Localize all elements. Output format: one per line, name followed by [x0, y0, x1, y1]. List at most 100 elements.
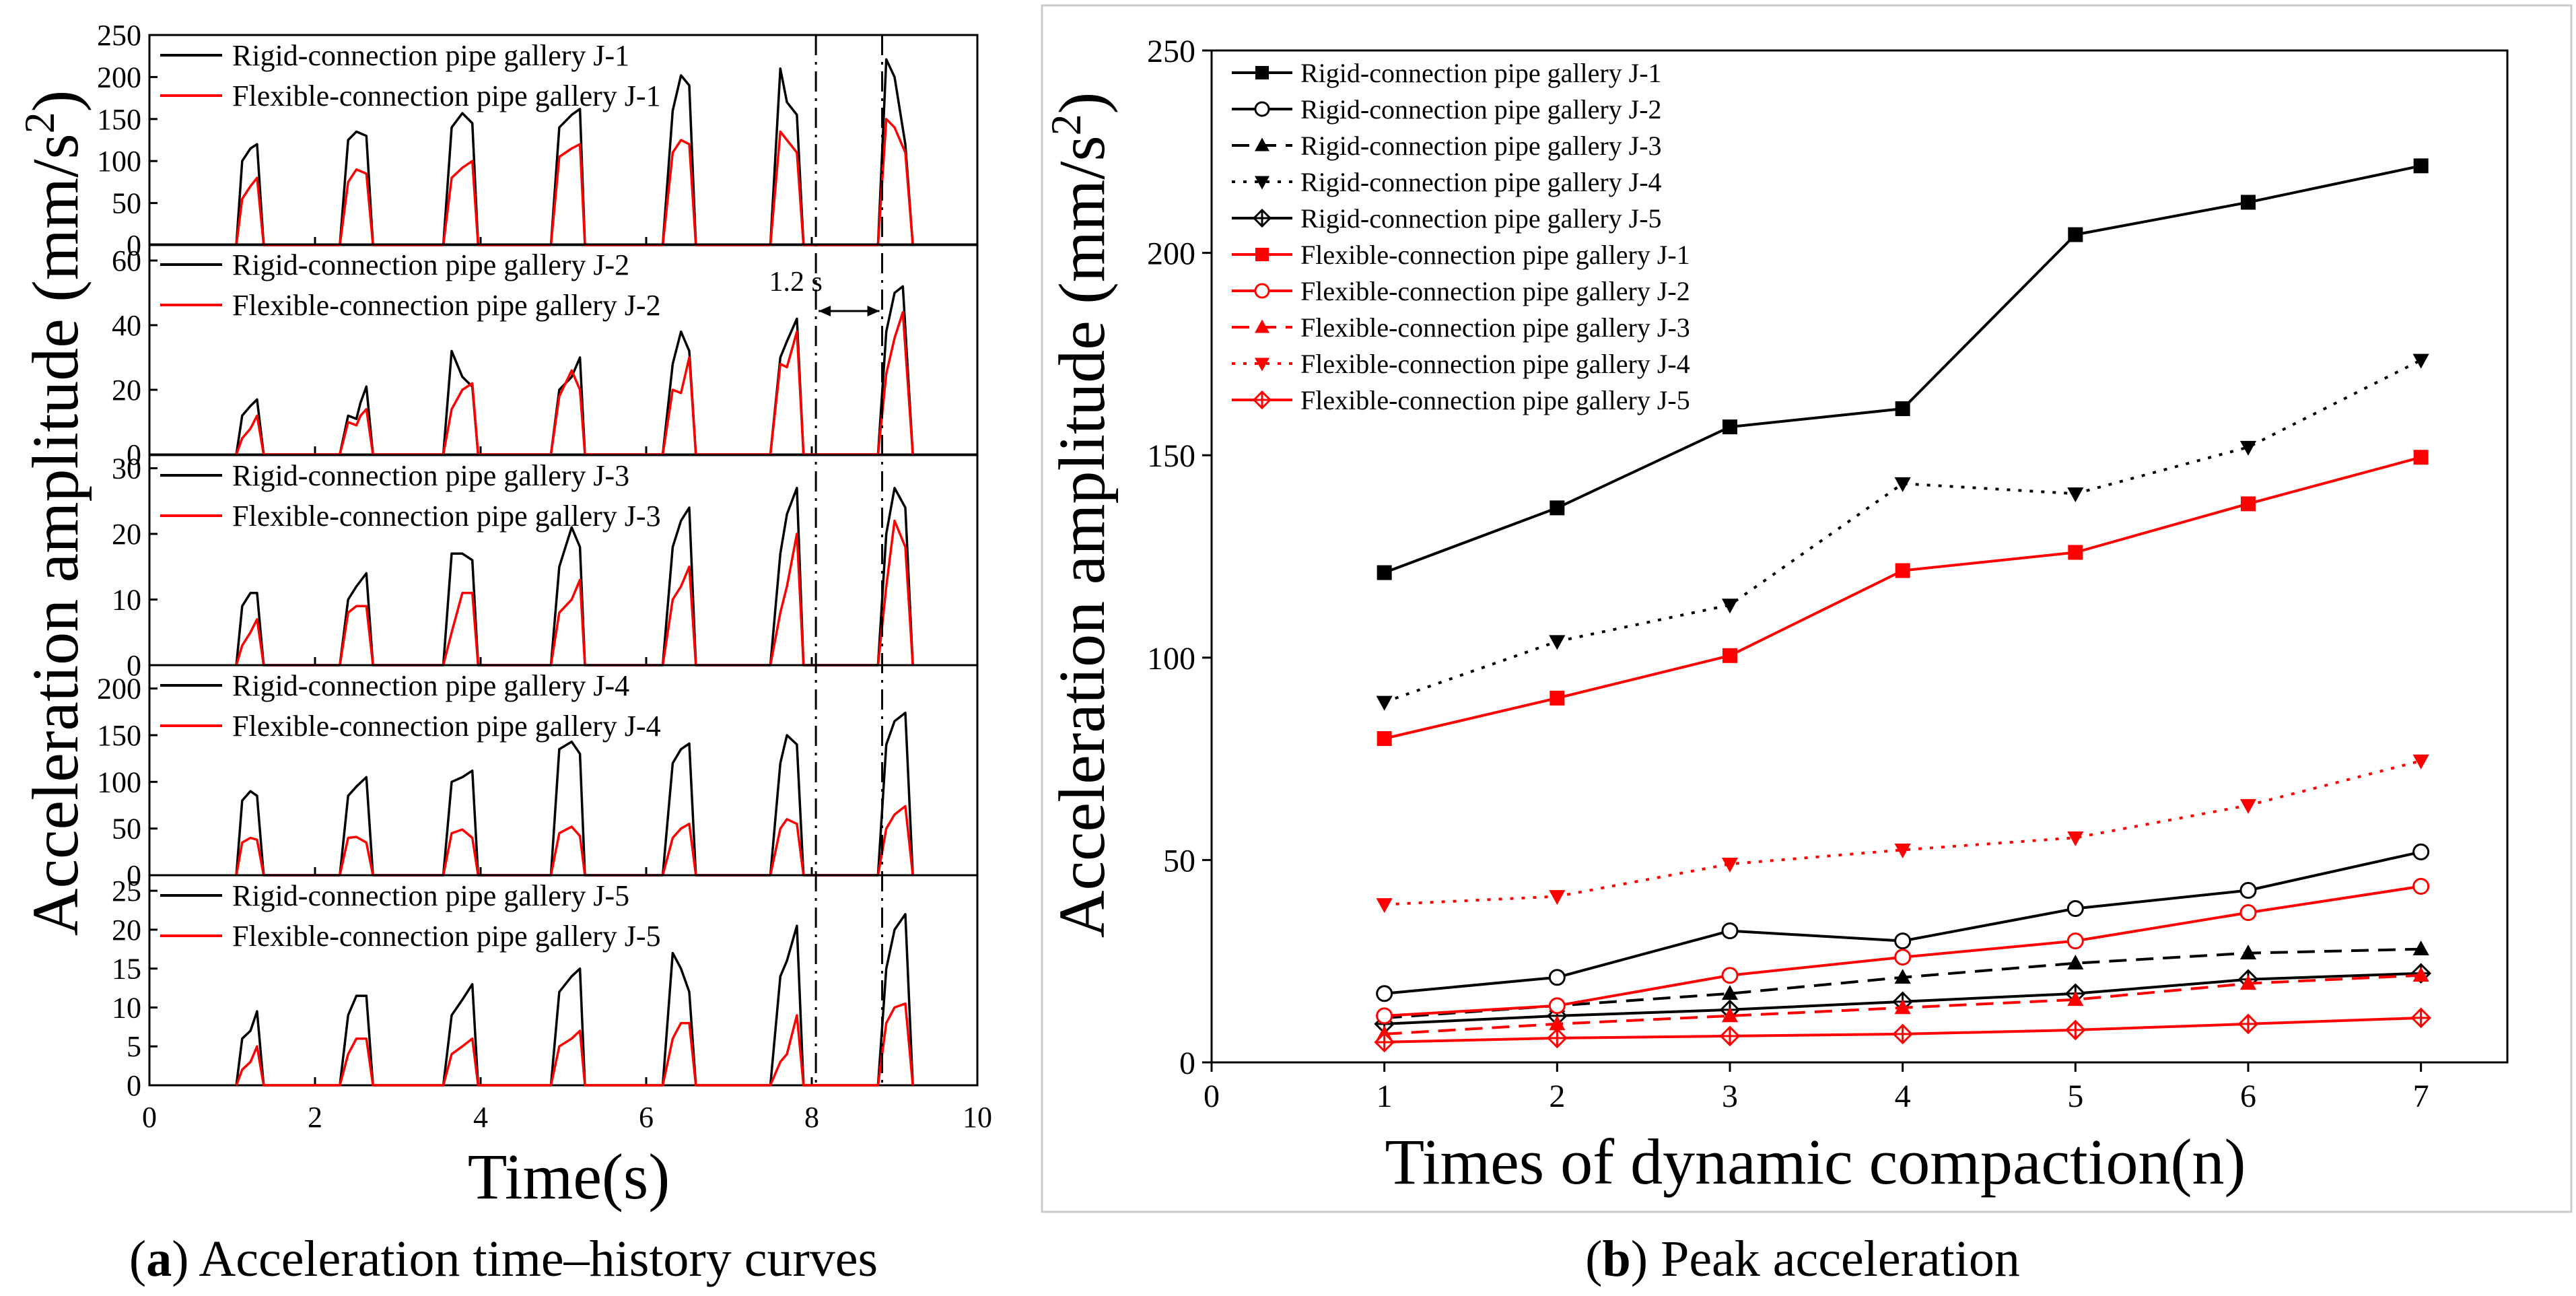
y-tick-label: 150 — [97, 719, 141, 752]
marker-square — [1377, 565, 1392, 580]
y-tick-label: 60 — [112, 244, 141, 277]
series-9 — [1376, 754, 2429, 914]
x-tick-label: 4 — [1895, 1079, 1911, 1114]
y-tick-label: 20 — [112, 374, 141, 407]
panel-a-x-axis-label: Time(s) — [468, 1140, 670, 1213]
marker-square — [1255, 248, 1269, 261]
marker-square — [1255, 66, 1269, 79]
legend-label: Flexible-connection pipe gallery J-2 — [232, 289, 661, 322]
caption-a-text: Acceleration time–history curves — [199, 1231, 878, 1287]
marker-circle — [1721, 922, 1739, 940]
marker-circle — [2412, 843, 2430, 860]
legend-label: Flexible-connection pipe gallery J-4 — [232, 710, 661, 743]
svg-text:Acceleration amplitude (mm/s2): Acceleration amplitude (mm/s2) — [15, 90, 93, 936]
marker-circle — [1894, 949, 1912, 966]
marker-triangle-down — [2067, 831, 2084, 846]
marker-triangle-up — [2239, 975, 2257, 990]
y-tick-label: 50 — [1163, 843, 1195, 879]
x-tick-label: 6 — [2240, 1079, 2256, 1114]
marker-square — [2241, 195, 2256, 210]
plot-frame — [1210, 49, 2509, 1064]
legend-label: Rigid-connection pipe gallery J-3 — [1300, 131, 1662, 161]
marker-cross — [1720, 1027, 1739, 1046]
series-line — [235, 118, 914, 246]
marker-square — [1895, 563, 1910, 578]
y-tick-label: 0 — [127, 229, 141, 262]
svg-text:Acceleration amplitude (mm/s2): Acceleration amplitude (mm/s2) — [1042, 92, 1119, 939]
legend-label: Flexible-connection pipe gallery J-3 — [1300, 312, 1690, 343]
y-tick-label: 30 — [112, 452, 141, 485]
marker-circle — [2239, 881, 2257, 899]
series-6 — [1377, 450, 2429, 747]
marker-triangle-down — [2412, 754, 2429, 770]
marker-triangle-down — [2239, 440, 2257, 456]
marker-cross — [1893, 1025, 1912, 1044]
marker-triangle-up — [1255, 137, 1269, 151]
marker-circle — [2066, 900, 2084, 918]
x-tick-label: 0 — [1204, 1079, 1220, 1114]
x-tick-label: 3 — [1722, 1079, 1738, 1114]
y-tick-label: 50 — [112, 813, 141, 846]
x-tick-label: 5 — [2067, 1079, 2083, 1114]
y-tick-label: 20 — [112, 914, 141, 947]
legend-label: Rigid-connection pipe gallery J-1 — [232, 39, 629, 72]
series-line — [235, 58, 914, 246]
panel-b-legend: Rigid-connection pipe gallery J-1 Rigid-c… — [1232, 58, 1690, 415]
y-tick-label: 200 — [97, 61, 141, 94]
y-tick-label: 100 — [1147, 641, 1195, 677]
legend-label: Rigid-connection pipe gallery J-4 — [232, 669, 629, 702]
legend-label: Flexible-connection pipe gallery J-4 — [1300, 349, 1690, 379]
series-1 — [1377, 158, 2429, 580]
marker-cross — [2412, 1009, 2430, 1027]
marker-triangle-down — [1376, 898, 1393, 914]
marker-triangle-up — [2412, 967, 2429, 982]
marker-triangle-down — [1894, 844, 1911, 859]
marker-circle — [1548, 969, 1566, 986]
marker-square — [1722, 419, 1737, 435]
marker-circle — [1548, 997, 1566, 1015]
legend-label: Rigid-connection pipe gallery J-1 — [1300, 58, 1662, 88]
y-tick-label: 0 — [1179, 1046, 1195, 1081]
marker-triangle-down — [1721, 858, 1739, 873]
marker-cross — [1254, 392, 1270, 408]
panel-a-x-axis: 0 2 4 6 8 10 — [142, 1101, 992, 1134]
marker-cross — [1375, 1033, 1393, 1052]
series-7 — [1376, 877, 2430, 1025]
caption-a-label: a — [146, 1231, 172, 1287]
legend-label: Rigid-connection pipe gallery J-5 — [1300, 203, 1662, 234]
panel-b-plot: 0 50 100 150 200 250 0 1 2 3 4 5 6 7 — [1147, 34, 2509, 1114]
series-10 — [1374, 1007, 2431, 1053]
subplot-3: 0 10 20 30 Rigid-connection pipe gallery J-3… — [112, 452, 979, 682]
arrow-head-left — [819, 306, 831, 316]
marker-cross — [2066, 1021, 2085, 1039]
subplot-frame — [148, 874, 979, 1087]
y-tick-label: 150 — [1147, 438, 1195, 474]
marker-triangle-down — [1721, 599, 1739, 614]
marker-triangle-down — [2412, 353, 2429, 369]
marker-circle — [2412, 877, 2430, 895]
y-tick-label: 50 — [112, 187, 141, 220]
figure-captions: (a) Acceleration time–history curves (b)… — [129, 1231, 2020, 1287]
legend-label: Rigid-connection pipe gallery J-4 — [1300, 167, 1662, 197]
panel-b-x-axis-label: Times of dynamic compaction(n) — [1385, 1126, 2246, 1198]
marker-triangle-down — [1255, 357, 1269, 372]
x-tick-label: 0 — [142, 1101, 157, 1134]
marker-triangle-down — [1894, 477, 1911, 492]
marker-triangle-up — [1894, 969, 1911, 984]
marker-square — [2413, 450, 2429, 465]
marker-cross — [1254, 210, 1270, 226]
marker-circle — [1254, 283, 1270, 299]
series-line — [235, 805, 914, 877]
series-line — [235, 487, 914, 667]
legend-label: Flexible-connection pipe gallery J-1 — [1300, 240, 1690, 270]
x-tick-label: 2 — [1549, 1079, 1565, 1114]
legend-label: Flexible-connection pipe gallery J-5 — [232, 920, 661, 953]
marker-triangle-down — [1255, 176, 1269, 190]
marker-circle — [1721, 967, 1739, 984]
x-tick-label: 4 — [473, 1101, 488, 1134]
subplot-4: 0 50 100 150 200 Rigid-connection pipe galler… — [97, 664, 979, 892]
marker-circle — [1376, 985, 1393, 1002]
series-4 — [1376, 353, 2429, 711]
marker-triangle-up — [1721, 1007, 1739, 1023]
marker-square — [2413, 158, 2429, 174]
